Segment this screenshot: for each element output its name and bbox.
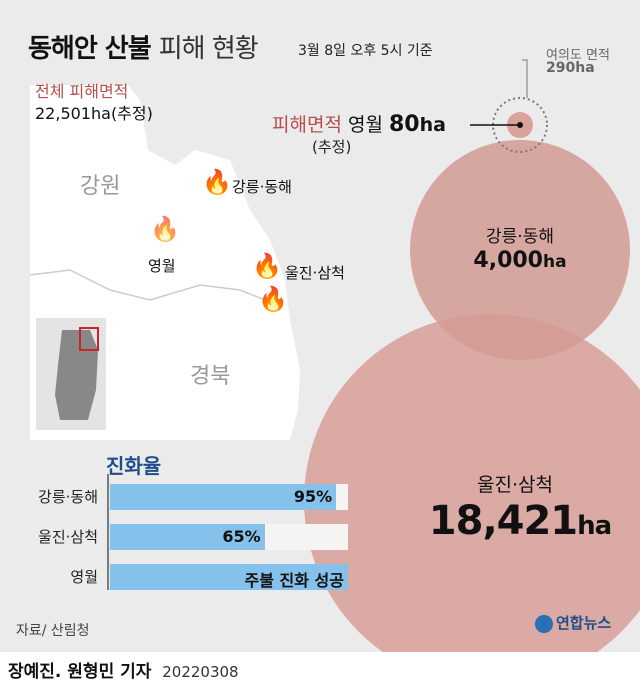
- bubble-unit: ha: [577, 511, 612, 541]
- bar-value: 95%: [293, 487, 333, 506]
- damage-region: 영월: [347, 114, 383, 136]
- byline-date: 20220308: [162, 663, 239, 681]
- byline-authors: 장예진. 원형민 기자: [8, 662, 152, 682]
- bar-label: 영월: [70, 568, 98, 586]
- reference-label: 여의도 면적: [546, 48, 610, 63]
- bubble-uljin-samcheok: [304, 314, 640, 652]
- total-value: 22,501ha: [35, 104, 111, 123]
- fire-icon: 🔥: [252, 252, 282, 280]
- logo-icon: [535, 614, 553, 633]
- bar-track: 95%: [110, 484, 348, 510]
- reference-leader: [522, 59, 528, 98]
- bar-track: 주불 진화 성공: [110, 564, 348, 590]
- fire-icon: 🔥: [202, 168, 232, 196]
- reference-value: 290ha: [546, 60, 595, 76]
- fire-icon: 🔥: [150, 215, 180, 243]
- bar-value: 주불 진화 성공: [244, 571, 344, 590]
- bubble-label-uljin: 울진·삼척: [477, 474, 553, 496]
- bubble-yeongwol-dot: [517, 122, 523, 128]
- bubble-gangneung-donghae: [410, 140, 630, 360]
- infographic-panel: 동해안 산불 피해 현황 3월 8일 오후 5시 기준 전체 피해면적 22,5…: [0, 0, 640, 652]
- map-and-bubbles: [29, 59, 640, 652]
- page-title: 동해안 산불 피해 현황: [28, 34, 259, 64]
- yeouido-reference-circle: [492, 97, 548, 153]
- total-label: 전체 피해면적: [35, 82, 129, 101]
- damage-unit: ha: [419, 114, 446, 136]
- bubble-label-gangneung: 강릉·동해: [486, 227, 554, 247]
- bubble-value-uljin: 18,421: [428, 498, 578, 544]
- bubble-value-gangneung: 4,000: [473, 248, 543, 273]
- province-border: [29, 269, 266, 301]
- containment-title: 진화율: [106, 454, 162, 478]
- source: 자료/ 산림청: [16, 623, 90, 639]
- fire-icon: 🔥: [258, 285, 288, 313]
- bar-fill: [110, 484, 337, 510]
- logo-text: 연합뉴스: [556, 614, 612, 632]
- bar-track: 65%: [110, 524, 348, 550]
- damage-label: 피해면적: [272, 114, 342, 136]
- fire-label-yeongwol: 영월: [148, 257, 176, 275]
- region-gyeongbuk: 경북: [190, 364, 231, 389]
- fire-label-uljin: 울진·삼척: [285, 264, 345, 282]
- damage-note: (추정): [312, 138, 352, 156]
- bar-fill: [110, 564, 348, 590]
- bar-label: 강릉·동해: [38, 488, 98, 506]
- bar-fill: [110, 524, 265, 550]
- damage-value: 80: [388, 112, 420, 137]
- fire-label-gangneung: 강릉·동해: [232, 178, 292, 196]
- inset-highlight: [79, 327, 99, 351]
- korea-inset-shape: [55, 330, 98, 420]
- region-gangwon: 강원: [80, 174, 121, 199]
- bar-label: 울진·삼척: [38, 528, 98, 546]
- bubble-unit: ha: [543, 252, 567, 272]
- bar-value: 65%: [222, 527, 261, 546]
- as-of-time: 3월 8일 오후 5시 기준: [298, 43, 433, 59]
- total-note: (추정): [110, 104, 153, 123]
